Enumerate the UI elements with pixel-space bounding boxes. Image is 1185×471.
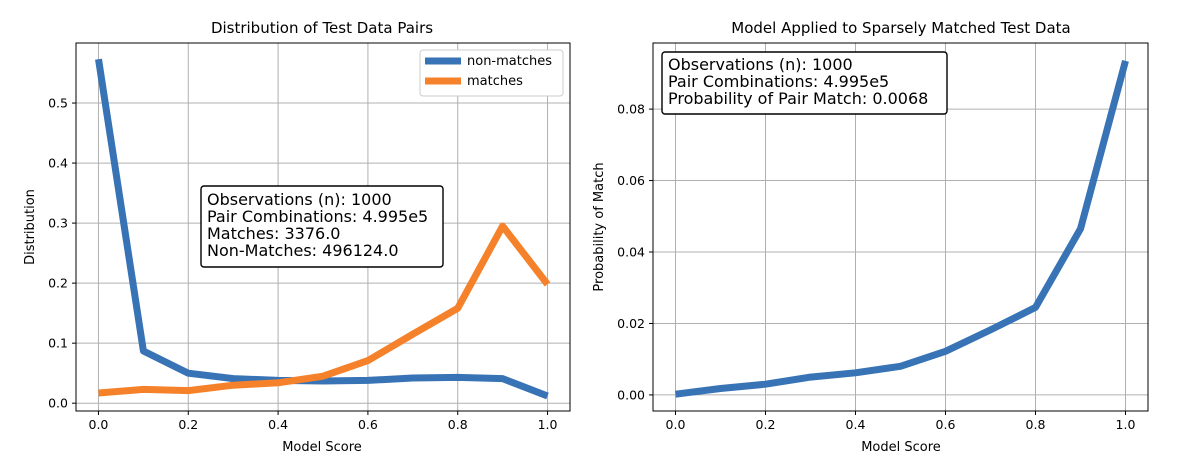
right-x-axis-label: Model Score [861,440,941,455]
legend: non-matches matches [419,49,564,97]
left-x-tick-label: 0.6 [358,417,378,432]
left-y-tick-label: 0.3 [48,216,68,231]
right-x-tick-label: 0.4 [846,417,866,432]
left-annotation-line-1: Observations (n): 1000 [207,190,392,209]
right-x-tick-label: 0.6 [936,417,956,432]
left-x-tick-label: 0.4 [268,417,288,432]
right-chart-title: Model Applied to Sparsely Matched Test D… [731,19,1070,37]
left-series-matches [98,222,551,397]
right-x-tick-label: 1.0 [1116,417,1136,432]
left-series-non-matches [95,58,549,400]
left-x-tick-label: 0.8 [448,417,468,432]
right-chart: Model Applied to Sparsely Matched Test D… [592,19,1149,455]
right-annotation-line-2: Pair Combinations: 4.995e5 [668,72,889,91]
left-x-axis-label: Model Score [282,440,362,455]
left-annotation-line-2: Pair Combinations: 4.995e5 [207,207,428,226]
left-annotation-line-4: Non-Matches: 496124.0 [207,241,399,260]
left-y-tick-label: 0.1 [48,336,68,351]
right-annotation-line-1: Observations (n): 1000 [668,55,853,74]
right-annotation-line-3: Probability of Pair Match: 0.0068 [668,89,928,108]
right-plot-frame [652,42,1149,412]
left-chart-title: Distribution of Test Data Pairs [211,19,433,37]
right-x-tick-label: 0.2 [756,417,776,432]
left-y-tick-label: 0.4 [48,156,68,171]
right-y-tick-label: 0.08 [617,102,645,117]
left-plot-frame [75,42,571,412]
right-y-tick-label: 0.00 [617,387,645,402]
left-y-tick-label: 0.5 [48,96,68,111]
left-y-tick-label: 0.2 [48,276,68,291]
right-annotation-box: Observations (n): 1000 Pair Combinations… [661,51,948,115]
right-x-tick-label: 0.8 [1026,417,1046,432]
left-annotation-line-3: Matches: 3376.0 [207,224,340,243]
right-y-tick-label: 0.04 [617,245,645,260]
left-x-tick-label: 1.0 [538,417,558,432]
legend-label-matches: matches [467,74,523,89]
right-series-probability [675,59,1129,398]
left-annotation-box: Observations (n): 1000 Pair Combinations… [200,185,444,268]
right-x-tick-label: 0.0 [666,417,686,432]
right-y-axis-label: Probability of Match [592,162,607,291]
left-y-axis-label: Distribution [23,189,38,265]
left-x-tick-label: 0.2 [178,417,198,432]
left-x-tick-label: 0.0 [89,417,109,432]
left-chart: Distribution of Test Data Pairs 0.0 0.2 0.… [23,19,571,455]
right-y-tick-label: 0.02 [617,316,645,331]
right-y-tick-label: 0.06 [617,173,645,188]
left-y-tick-label: 0.0 [48,396,68,411]
legend-label-non-matches: non-matches [467,54,552,69]
